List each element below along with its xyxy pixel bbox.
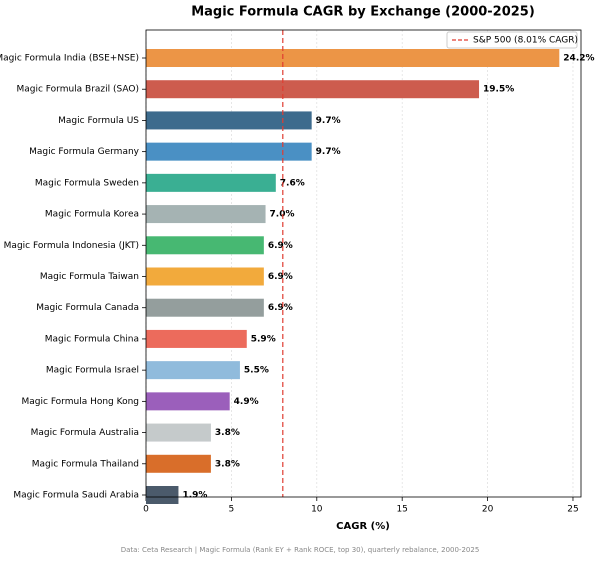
value-label: 9.7% [316, 147, 341, 157]
bar [146, 486, 179, 504]
x-tick-label: 5 [229, 505, 235, 515]
y-tick-label: Magic Formula Canada [36, 303, 139, 313]
bar [146, 205, 266, 224]
y-tick-label: Magic Formula Thailand [32, 459, 139, 469]
y-tick-label: Magic Formula Brazil (SAO) [16, 85, 139, 95]
x-tick-label: 10 [311, 505, 323, 515]
x-tick-label: 25 [567, 505, 578, 515]
y-tick-label: Magic Formula Indonesia (JKT) [4, 241, 139, 251]
y-tick-label: Magic Formula China [45, 334, 139, 344]
value-label: 24.2% [563, 54, 594, 64]
y-tick-label: Magic Formula Hong Kong [22, 397, 139, 407]
bar [146, 361, 240, 380]
bar [146, 142, 312, 161]
y-tick-label: Magic Formula Sweden [35, 178, 139, 188]
value-label: 19.5% [483, 85, 514, 95]
y-tick-label: Magic Formula Australia [31, 428, 139, 438]
y-tick-label: Magic Formula Israel [46, 366, 139, 376]
bar [146, 423, 211, 442]
legend-label: S&P 500 (8.01% CAGR) [473, 36, 578, 46]
value-label: 9.7% [316, 116, 341, 126]
value-label: 3.8% [215, 428, 240, 438]
bar [146, 392, 230, 411]
y-tick-label: Magic Formula US [58, 116, 139, 126]
value-label: 5.5% [244, 366, 269, 376]
bar [146, 236, 264, 255]
bar [146, 80, 480, 99]
value-label: 6.9% [268, 272, 293, 282]
chart-title: Magic Formula CAGR by Exchange (2000-202… [191, 5, 535, 20]
bar [146, 49, 560, 67]
bar [146, 298, 264, 317]
value-label: 5.9% [251, 334, 276, 344]
legend-box [446, 31, 578, 49]
y-tick-label: Magic Formula Taiwan [40, 272, 139, 282]
y-tick-label: Magic Formula Germany [29, 147, 140, 157]
value-label: 4.9% [234, 397, 259, 407]
bar [146, 111, 312, 130]
x-tick-label: 20 [482, 505, 494, 515]
bar [146, 454, 211, 473]
y-tick-label: Magic Formula Korea [45, 210, 139, 220]
value-label: 3.8% [215, 459, 240, 469]
value-label: 7.0% [270, 210, 295, 220]
y-tick-label: Magic Formula India (BSE+NSE) [0, 54, 139, 64]
y-tick-label: Magic Formula Saudi Arabia [13, 491, 139, 501]
value-label: 6.9% [268, 241, 293, 251]
value-label: 1.9% [182, 491, 207, 501]
x-axis-label: CAGR (%) [336, 521, 390, 532]
value-label: 7.6% [280, 178, 305, 188]
x-tick-label: 15 [396, 505, 407, 515]
footnote: Data: Ceta Research | Magic Formula (Ran… [121, 546, 480, 554]
bar [146, 329, 247, 348]
plot-frame [145, 29, 582, 498]
value-label: 6.9% [268, 303, 293, 313]
bar [146, 173, 276, 192]
x-tick-label: 0 [143, 505, 149, 515]
bar [146, 267, 264, 286]
